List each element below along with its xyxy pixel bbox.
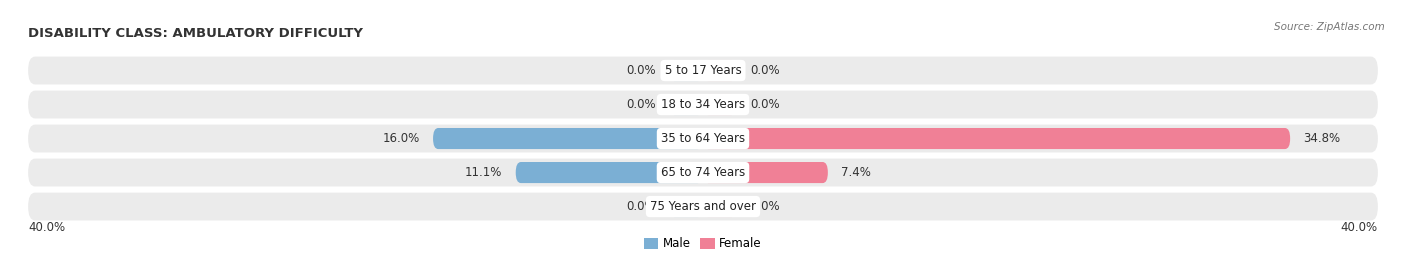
FancyBboxPatch shape <box>669 94 703 115</box>
FancyBboxPatch shape <box>28 159 1378 186</box>
Text: 40.0%: 40.0% <box>1341 221 1378 234</box>
Text: 65 to 74 Years: 65 to 74 Years <box>661 166 745 179</box>
Text: 7.4%: 7.4% <box>841 166 872 179</box>
Text: 5 to 17 Years: 5 to 17 Years <box>665 64 741 77</box>
FancyBboxPatch shape <box>433 128 703 149</box>
Text: 34.8%: 34.8% <box>1303 132 1341 145</box>
Text: 0.0%: 0.0% <box>626 98 655 111</box>
Text: 0.0%: 0.0% <box>626 200 655 213</box>
Text: DISABILITY CLASS: AMBULATORY DIFFICULTY: DISABILITY CLASS: AMBULATORY DIFFICULTY <box>28 27 363 40</box>
Text: 75 Years and over: 75 Years and over <box>650 200 756 213</box>
FancyBboxPatch shape <box>703 162 828 183</box>
FancyBboxPatch shape <box>703 128 1291 149</box>
FancyBboxPatch shape <box>28 193 1378 221</box>
FancyBboxPatch shape <box>28 125 1378 153</box>
Text: 0.0%: 0.0% <box>751 64 780 77</box>
Text: 16.0%: 16.0% <box>382 132 419 145</box>
FancyBboxPatch shape <box>669 196 703 217</box>
Text: 40.0%: 40.0% <box>28 221 65 234</box>
FancyBboxPatch shape <box>516 162 703 183</box>
FancyBboxPatch shape <box>669 60 703 81</box>
FancyBboxPatch shape <box>28 91 1378 118</box>
FancyBboxPatch shape <box>28 56 1378 84</box>
FancyBboxPatch shape <box>703 60 737 81</box>
Text: 0.0%: 0.0% <box>626 64 655 77</box>
FancyBboxPatch shape <box>703 196 737 217</box>
Text: 0.0%: 0.0% <box>751 200 780 213</box>
Text: 35 to 64 Years: 35 to 64 Years <box>661 132 745 145</box>
Text: 11.1%: 11.1% <box>465 166 502 179</box>
FancyBboxPatch shape <box>703 94 737 115</box>
Legend: Male, Female: Male, Female <box>640 233 766 255</box>
Text: 0.0%: 0.0% <box>751 98 780 111</box>
Text: Source: ZipAtlas.com: Source: ZipAtlas.com <box>1274 22 1385 31</box>
Text: 18 to 34 Years: 18 to 34 Years <box>661 98 745 111</box>
